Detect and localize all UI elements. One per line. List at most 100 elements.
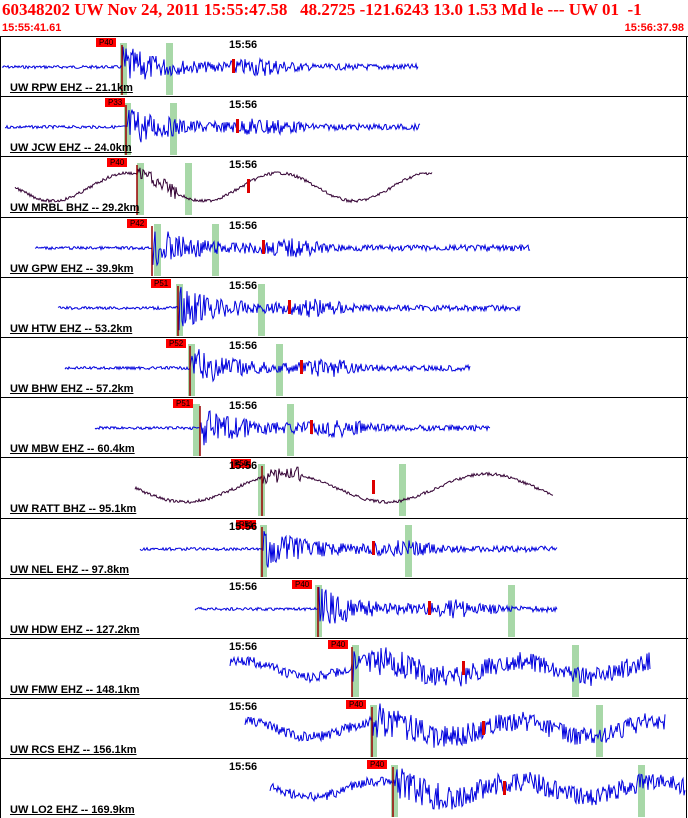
trace-start-time: 15:55:41.61 [2, 22, 62, 34]
p-pick-tag[interactable]: P51 [151, 278, 172, 288]
analysis-window [391, 765, 398, 818]
coda-marker[interactable] [428, 600, 431, 615]
p-pick-tag[interactable]: P33 [105, 98, 126, 108]
minute-label: 15:56 [229, 39, 258, 51]
coda-marker[interactable] [482, 721, 485, 736]
p-pick-tag[interactable]: P52 [166, 339, 187, 348]
minute-label: 15:56 [229, 580, 258, 593]
waveform-trace [1, 46, 419, 80]
minute-label: 15:56 [229, 460, 258, 473]
waveform-trace [139, 530, 558, 568]
station-label: UW NEL EHZ -- 97.8km [10, 563, 129, 576]
waveform-trace [14, 168, 433, 204]
p-pick-tag[interactable]: P42 [127, 218, 148, 228]
seismogram-panel: P40 15:56 UW RCS EHZ -- 156.1km [0, 698, 688, 758]
coda-marker[interactable] [372, 480, 375, 495]
analysis-window [185, 163, 192, 216]
seismogram-panel: P33 15:56 UW JCW EHZ -- 24.0km [0, 96, 688, 156]
seismogram-panel: P51 15:56 UW MBW EHZ -- 60.4km [0, 397, 688, 457]
station-label: UW LO2 EHZ -- 169.9km [10, 804, 135, 817]
seismogram-panel: P40 15:56 UW HDW EHZ -- 127.2km [0, 577, 688, 637]
station-label: UW GPW EHZ -- 39.9km [10, 262, 134, 275]
coda-marker[interactable] [310, 420, 313, 435]
waveform-plot [194, 584, 558, 637]
p-pick-tag[interactable]: P40 [346, 700, 367, 710]
seismogram-panel: P40 15:56 UW FMW EHZ -- 148.1km [0, 638, 688, 697]
coda-marker[interactable] [288, 299, 291, 314]
seismogram-panel: P42 15:56 UW GPW EHZ -- 39.9km [0, 216, 688, 276]
p-pick-tag[interactable]: P40 [96, 38, 117, 47]
coda-marker[interactable] [262, 239, 265, 254]
right-border [686, 36, 687, 818]
analysis-window [352, 645, 359, 697]
analysis-window [154, 223, 161, 276]
seismogram-panel: P40 15:56 UW LO2 EHZ -- 169.9km [0, 758, 688, 818]
waveform-plot [14, 163, 433, 216]
waveform-trace [194, 586, 558, 624]
p-pick-tag[interactable]: P40 [107, 158, 128, 168]
coda-marker[interactable] [236, 119, 239, 134]
coda-marker[interactable] [232, 59, 235, 73]
waveform-plot [139, 524, 558, 577]
minute-label: 15:56 [229, 340, 258, 352]
waveform-plot [4, 103, 421, 156]
minute-label: 15:56 [229, 520, 258, 533]
waveform-plot [134, 464, 554, 517]
waveform-trace [4, 109, 421, 143]
waveform-plot [94, 404, 491, 457]
p-pick-tag[interactable]: P40 [292, 579, 313, 589]
station-label: UW RPW EHZ -- 21.1km [10, 82, 133, 94]
left-border [0, 36, 1, 818]
coda-marker[interactable] [300, 360, 303, 374]
station-label: UW JCW EHZ -- 24.0km [10, 142, 132, 155]
analysis-window [638, 765, 645, 818]
p-pick-tag[interactable]: P40 [328, 640, 349, 649]
station-label: UW FMW EHZ -- 148.1km [10, 684, 140, 696]
waveform-trace [244, 703, 666, 748]
waveform-trace [64, 349, 471, 383]
minute-label: 15:56 [229, 761, 258, 774]
waveform-plot [1, 43, 419, 95]
seismogram-panel: P51 15:56 UW HTW EHZ -- 53.2km [0, 276, 688, 336]
minute-label: 15:56 [229, 99, 258, 112]
waveform-trace [229, 647, 651, 687]
seismogram-panel: P40 15:56 UW RPW EHZ -- 21.1km [0, 36, 688, 95]
waveform-plot [64, 344, 471, 396]
waveform-trace [94, 410, 491, 446]
minute-label: 15:56 [229, 219, 258, 232]
station-label: UW RCS EHZ -- 156.1km [10, 744, 137, 757]
trace-end-time: 15:56:37.98 [624, 22, 684, 34]
waveform-plot [57, 283, 521, 336]
waveform-trace [269, 768, 686, 810]
analysis-window [137, 163, 144, 216]
analysis-window [287, 404, 294, 457]
coda-marker[interactable] [372, 540, 375, 555]
station-label: UW HTW EHZ -- 53.2km [10, 322, 133, 335]
waveform-trace [134, 466, 554, 505]
p-pick-tag[interactable]: P51 [173, 399, 194, 409]
analysis-window [258, 283, 265, 336]
p-pick-tag[interactable]: P40 [367, 760, 388, 770]
station-label: UW MBW EHZ -- 60.4km [10, 443, 135, 456]
analysis-window [399, 464, 406, 517]
analysis-window [188, 344, 195, 396]
waveform-plot [34, 223, 531, 276]
analysis-window [193, 404, 200, 457]
waveform-plot [229, 645, 651, 697]
waveform-plot [269, 765, 686, 818]
coda-marker[interactable] [503, 781, 506, 796]
coda-marker[interactable] [462, 661, 465, 675]
coda-marker[interactable] [247, 179, 250, 194]
seismogram-panel: P40 15:56 UW MRBL BHZ -- 29.2km [0, 156, 688, 216]
station-label: UW HDW EHZ -- 127.2km [10, 623, 140, 636]
analysis-window [124, 103, 131, 156]
p-pick-tag[interactable]: P50 [231, 459, 252, 469]
station-label: UW RATT BHZ -- 95.1km [10, 503, 137, 516]
p-pick-tag[interactable]: P51 [236, 519, 257, 529]
station-label: UW MRBL BHZ -- 29.2km [10, 202, 140, 215]
waveform-plot [244, 703, 666, 758]
seismogram-panels: P40 15:56 UW RPW EHZ -- 21.1km P33 15:56 UW J… [0, 36, 688, 818]
seismogram-panel: P51 15:56 UW NEL EHZ -- 97.8km [0, 517, 688, 577]
station-label: UW BHW EHZ -- 57.2km [10, 383, 134, 395]
minute-label: 15:56 [229, 279, 258, 292]
